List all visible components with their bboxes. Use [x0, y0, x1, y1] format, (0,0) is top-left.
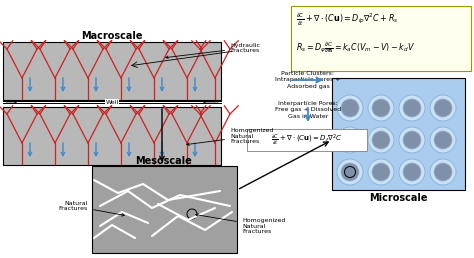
- Text: Well: Well: [105, 100, 118, 104]
- Circle shape: [372, 99, 390, 117]
- Circle shape: [337, 95, 363, 121]
- Circle shape: [434, 131, 452, 149]
- Text: Macroscale: Macroscale: [81, 31, 143, 41]
- Text: Interparticle Pores:
Free gas + Dissolved
Gas in Water: Interparticle Pores: Free gas + Dissolve…: [275, 101, 341, 119]
- Circle shape: [399, 127, 425, 153]
- Circle shape: [430, 159, 456, 185]
- Circle shape: [337, 159, 363, 185]
- FancyBboxPatch shape: [291, 6, 471, 71]
- Circle shape: [372, 163, 390, 181]
- FancyBboxPatch shape: [247, 129, 367, 151]
- Circle shape: [403, 163, 421, 181]
- Bar: [332, 78, 465, 190]
- Text: Hydraulic
Fractures: Hydraulic Fractures: [166, 43, 260, 59]
- Circle shape: [403, 131, 421, 149]
- Text: Homogenized
Natural
Fractures: Homogenized Natural Fractures: [196, 214, 285, 234]
- Circle shape: [341, 99, 359, 117]
- Circle shape: [430, 127, 456, 153]
- Text: $R_s=D_\varphi\frac{\partial C}{\partial \mathbf{n}}=k_aC(V_m-V)-k_dV$: $R_s=D_\varphi\frac{\partial C}{\partial…: [296, 41, 415, 55]
- Circle shape: [341, 163, 359, 181]
- Circle shape: [399, 95, 425, 121]
- Bar: [92, 166, 237, 253]
- Circle shape: [430, 95, 456, 121]
- Text: Homogenized
Natural
Fractures: Homogenized Natural Fractures: [187, 128, 273, 146]
- Text: Particle Clusters:
Intraparticle pores +
Adsorbed gas: Particle Clusters: Intraparticle pores +…: [275, 71, 341, 89]
- Text: Microscale: Microscale: [369, 193, 427, 203]
- Bar: [3, 42, 221, 100]
- Circle shape: [434, 163, 452, 181]
- Circle shape: [368, 127, 394, 153]
- Text: Mesoscale: Mesoscale: [136, 156, 192, 166]
- Circle shape: [368, 95, 394, 121]
- Text: Natural
Fractures: Natural Fractures: [59, 201, 124, 216]
- Circle shape: [399, 159, 425, 185]
- Circle shape: [341, 131, 359, 149]
- Text: $\frac{\partial C}{\partial t}+\nabla\cdot(C\mathbf{u})=D_f\nabla^2C$: $\frac{\partial C}{\partial t}+\nabla\cd…: [272, 133, 343, 147]
- Circle shape: [368, 159, 394, 185]
- Circle shape: [372, 131, 390, 149]
- Circle shape: [337, 127, 363, 153]
- Bar: [3, 107, 221, 165]
- Circle shape: [434, 99, 452, 117]
- Text: $\frac{\partial C}{\partial t}+\nabla\cdot(C\mathbf{u})=D_{ip}\nabla^2C+R_s$: $\frac{\partial C}{\partial t}+\nabla\cd…: [296, 12, 399, 28]
- Circle shape: [403, 99, 421, 117]
